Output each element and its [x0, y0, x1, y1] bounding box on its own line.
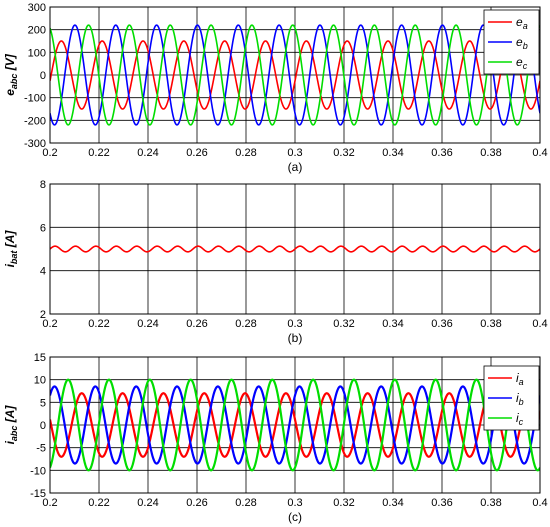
y-tick-label: 4 [40, 266, 46, 278]
plot-frame [49, 356, 541, 494]
x-tick-label: 0.32 [333, 497, 354, 509]
x-tick-label: 0.34 [382, 497, 403, 509]
legend-entry: ea [516, 15, 528, 31]
y-tick-label: 5 [40, 397, 46, 409]
subplot-b: 0.2 0.22 0.24 0.26 0.28 0.3 0.32 0.34 0.36 0.38 0.… [3, 179, 548, 345]
y-tick-label: 200 [28, 25, 46, 37]
series-line-a [50, 392, 540, 458]
y-tick-label: -10 [30, 465, 46, 477]
y-tick-label: 15 [34, 352, 46, 364]
x-tick-label: 0.38 [480, 497, 501, 509]
x-tick-label: 0.4 [532, 497, 547, 509]
y-tick-label: -15 [30, 488, 46, 500]
y-axis-label: eabc [V] [3, 53, 19, 96]
y-tick-label: -100 [24, 93, 46, 105]
x-tick-label: 0.4 [532, 318, 547, 330]
x-tick-label: 0.24 [137, 318, 158, 330]
x-tick-label: 0.34 [382, 318, 403, 330]
subplot-caption: (b) [288, 331, 303, 345]
subplot-a: 0.2 0.22 0.24 0.26 0.28 0.3 0.32 0.34 0.36 0.38 0.… [3, 2, 548, 174]
x-tick-label: 0.2 [42, 497, 57, 509]
legend-entry: eb [516, 35, 528, 51]
y-axis-label: ibat [A] [3, 230, 19, 268]
legend: ea eb ec [483, 9, 540, 75]
x-tick-label: 0.34 [382, 147, 403, 159]
y-tick-label: 6 [40, 222, 46, 234]
x-tick-label: 0.36 [431, 318, 452, 330]
x-tick-label: 0.26 [186, 497, 207, 509]
legend: ia ib ic [483, 365, 540, 431]
x-tick-label: 0.36 [431, 497, 452, 509]
y-tick-label: 10 [34, 375, 46, 387]
x-tick-label: 0.2 [42, 147, 57, 159]
x-tick-label: 0.26 [186, 147, 207, 159]
subplot-caption: (a) [288, 160, 303, 174]
legend-entry: ib [516, 391, 524, 407]
y-tick-label: 2 [40, 309, 46, 321]
x-tick-label: 0.28 [235, 147, 256, 159]
series-line-b [50, 24, 540, 126]
plot-frame [49, 183, 541, 315]
x-tick-label: 0.3 [287, 147, 302, 159]
x-tick-label: 0.26 [186, 318, 207, 330]
series-line-bat [50, 245, 540, 253]
x-tick-label: 0.24 [137, 497, 158, 509]
x-tick-label: 0.22 [88, 497, 109, 509]
y-tick-label: -300 [24, 138, 46, 150]
series-line-b [50, 385, 540, 465]
y-tick-label: 0 [40, 420, 46, 432]
y-axis-label: iabc [A] [3, 405, 19, 445]
x-tick-label: 0.3 [287, 497, 302, 509]
x-tick-label: 0.2 [42, 318, 57, 330]
subplot-caption: (c) [288, 510, 302, 524]
y-tick-label: 0 [40, 70, 46, 82]
series-line-a [50, 40, 540, 110]
series-line-c [50, 24, 540, 126]
subplot-c: 0.2 0.22 0.24 0.26 0.28 0.3 0.32 0.34 0.36 0.38 0.… [3, 352, 548, 524]
legend-entry: ia [516, 371, 524, 387]
x-tick-label: 0.4 [532, 147, 547, 159]
y-tick-label: 8 [40, 179, 46, 191]
y-tick-label: 300 [28, 2, 46, 14]
x-tick-label: 0.38 [480, 318, 501, 330]
x-tick-label: 0.22 [88, 318, 109, 330]
x-tick-label: 0.36 [431, 147, 452, 159]
x-tick-label: 0.28 [235, 318, 256, 330]
x-tick-label: 0.24 [137, 147, 158, 159]
x-tick-label: 0.32 [333, 147, 354, 159]
legend-entry: ec [516, 55, 528, 71]
x-tick-label: 0.32 [333, 318, 354, 330]
legend-entry: ic [516, 411, 524, 427]
x-tick-label: 0.28 [235, 497, 256, 509]
y-tick-label: -200 [24, 115, 46, 127]
x-tick-label: 0.3 [287, 318, 302, 330]
y-tick-label: 100 [28, 47, 46, 59]
x-tick-label: 0.22 [88, 147, 109, 159]
series-line-c [50, 378, 540, 472]
x-tick-label: 0.38 [480, 147, 501, 159]
plot-frame [49, 6, 541, 144]
y-tick-label: -5 [36, 443, 46, 455]
